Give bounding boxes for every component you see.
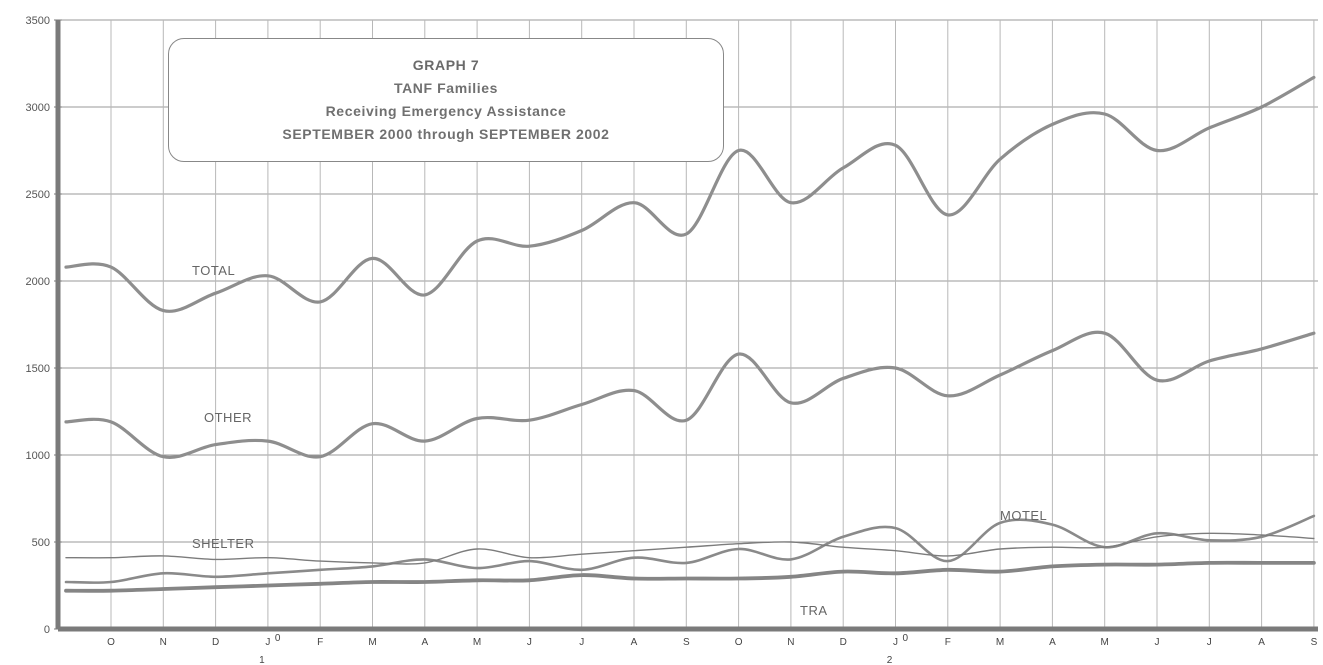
- y-tick-label: 0: [44, 624, 50, 636]
- year-marker-label: 1: [259, 655, 265, 665]
- x-tick-label: M: [996, 637, 1004, 648]
- x-tick-label: N: [160, 637, 167, 648]
- y-tick-label: 2000: [26, 276, 50, 288]
- y-tick-label: 1500: [26, 363, 50, 375]
- x-tick-label: N: [787, 637, 794, 648]
- x-tick-label: O: [735, 637, 743, 648]
- x-tick-label: J: [1207, 637, 1212, 648]
- series-labels: TOTAL OTHER MOTEL SHELTER TRA: [192, 263, 1047, 618]
- x-tick-label: D: [840, 637, 847, 648]
- y-tick-label: 2500: [26, 189, 50, 201]
- series-label-motel: MOTEL: [1000, 508, 1047, 523]
- x-tick-label: S: [683, 637, 690, 648]
- y-tick-label: 500: [32, 537, 50, 549]
- x-tick-label: J: [527, 637, 532, 648]
- year-marker-label: 2: [887, 655, 893, 665]
- x-tick-sublabel: 0: [903, 633, 909, 644]
- x-tick-label: A: [1258, 637, 1265, 648]
- series-line-total: [64, 75, 1316, 313]
- chart-title-box: GRAPH 7 TANF Families Receiving Emergenc…: [168, 38, 724, 162]
- x-tick-label: D: [212, 637, 219, 648]
- graph-number: GRAPH 7: [412, 57, 480, 73]
- chart-title-line-3: SEPTEMBER 2000 through SEPTEMBER 2002: [282, 126, 610, 142]
- x-tick-label: M: [473, 637, 481, 648]
- x-tick-label: F: [945, 637, 951, 648]
- x-tick-label: F: [317, 637, 323, 648]
- chart-title-line-2: Receiving Emergency Assistance: [325, 103, 567, 119]
- x-tick-label: J: [265, 637, 270, 648]
- x-tick-label: A: [1049, 637, 1056, 648]
- x-tick-label: J: [579, 637, 584, 648]
- x-tick-label: J: [1155, 637, 1160, 648]
- y-tick-label: 3000: [26, 102, 50, 114]
- x-tick-label: A: [631, 637, 638, 648]
- series-label-total: TOTAL: [192, 263, 235, 278]
- series-line-other: [64, 330, 1316, 459]
- x-tick-label: A: [421, 637, 428, 648]
- y-tick-label: 3500: [26, 15, 50, 27]
- chart-title-line-1: TANF Families: [393, 80, 498, 96]
- x-tick-label: S: [1311, 637, 1318, 648]
- x-tick-label: O: [107, 637, 115, 648]
- y-tick-label: 1000: [26, 450, 50, 462]
- series-label-shelter: SHELTER: [192, 536, 255, 551]
- x-tick-label: J: [893, 637, 898, 648]
- x-tick-label: M: [1101, 637, 1109, 648]
- series-label-tra: TRA: [800, 603, 828, 618]
- series-line-tra: [64, 560, 1316, 593]
- series-group: [64, 75, 1316, 593]
- x-tick-sublabel: 0: [275, 633, 281, 644]
- series-label-other: OTHER: [204, 410, 252, 425]
- x-tick-label: M: [368, 637, 376, 648]
